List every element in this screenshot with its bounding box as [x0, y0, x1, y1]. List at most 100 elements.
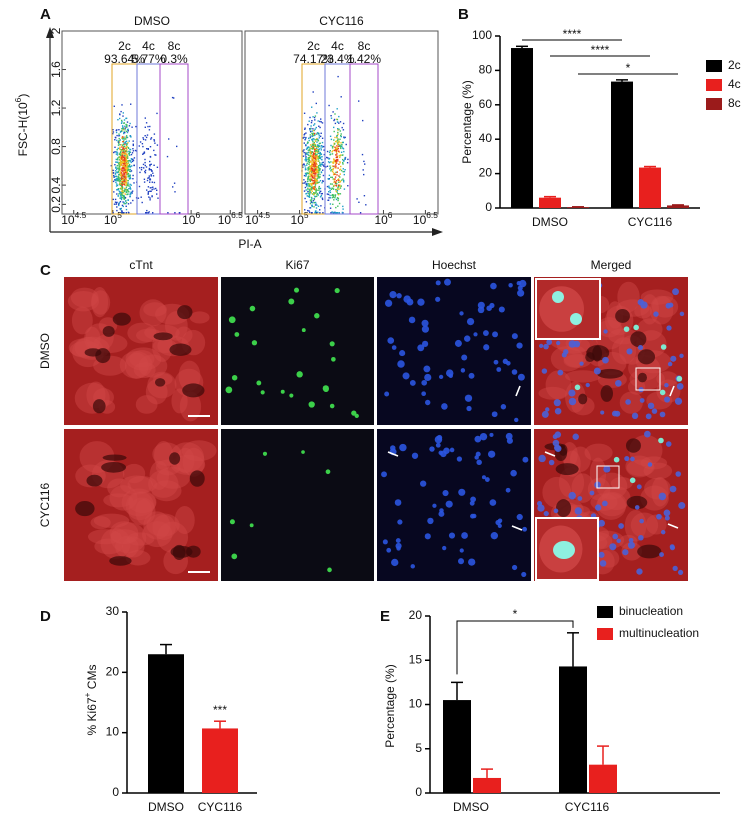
event-dot: [125, 123, 127, 126]
cell-texture: [176, 447, 195, 474]
panel-letter: A: [40, 6, 51, 23]
nucleus: [402, 372, 410, 380]
event-dot: [120, 164, 122, 166]
nucleus: [508, 283, 513, 288]
event-dot: [121, 182, 123, 184]
event-dot: [124, 197, 127, 199]
cell-texture: [124, 352, 149, 379]
nucleus: [612, 533, 619, 540]
cell-texture: [110, 522, 147, 554]
event-dot: [125, 141, 127, 143]
cell-texture: [171, 388, 188, 414]
y-axis-label: % Ki67+ CMs: [82, 665, 99, 736]
micrograph: [377, 429, 531, 581]
event-dot: [332, 178, 334, 180]
event-dot: [313, 133, 315, 136]
event-dot: [118, 166, 120, 168]
event-dot: [138, 185, 141, 188]
nucleus: [594, 481, 601, 489]
nucleus: [589, 490, 595, 496]
y-tick-label: 10: [106, 725, 120, 739]
event-dot: [311, 132, 313, 135]
cell-texture: [640, 294, 659, 325]
event-dot: [144, 172, 147, 174]
event-dot: [317, 157, 319, 159]
event-dot: [332, 165, 334, 168]
event-dot: [122, 146, 125, 148]
cell-texture: [127, 475, 158, 494]
event-dot: [150, 190, 152, 192]
event-dot: [308, 179, 311, 181]
event-dot: [125, 181, 127, 184]
nucleus: [397, 360, 405, 368]
event-dot: [123, 177, 125, 180]
event-dot: [342, 158, 344, 161]
event-dot: [303, 190, 306, 192]
arrow-marker: [544, 451, 556, 457]
event-dot: [315, 168, 317, 171]
event-dot: [152, 212, 154, 214]
event-dot: [321, 145, 323, 147]
event-dot: [319, 180, 322, 182]
event-dot: [305, 175, 307, 177]
event-dot: [309, 191, 312, 193]
event-dot: [339, 144, 341, 146]
cell-gap: [615, 309, 630, 323]
event-dot: [155, 187, 157, 190]
event-dot: [341, 141, 344, 144]
event-dot: [125, 156, 128, 158]
event-dot: [309, 150, 312, 153]
event-dot: [334, 176, 337, 178]
nucleus: [593, 367, 601, 375]
event-dot: [310, 169, 313, 171]
event-dot: [312, 132, 314, 134]
event-dot: [311, 197, 313, 200]
event-dot: [336, 189, 339, 192]
event-dot: [117, 170, 120, 173]
event-dot: [143, 167, 145, 169]
event-dot: [330, 176, 332, 178]
event-dot: [149, 178, 151, 180]
gate-name: 2c: [118, 39, 131, 53]
event-dot: [331, 165, 334, 167]
event-dot: [153, 149, 155, 152]
x-tick-label: DMSO: [532, 215, 568, 229]
event-dot: [307, 153, 309, 156]
event-dot: [119, 148, 121, 151]
nucleus: [616, 538, 621, 544]
event-dot: [126, 126, 128, 128]
event-dot: [122, 192, 125, 194]
event-dot: [124, 131, 126, 134]
gate-percent: 0.3%: [160, 52, 188, 66]
event-dot: [121, 153, 124, 155]
plot-title: CYC116: [319, 14, 364, 28]
event-dot: [329, 189, 331, 192]
nucleus: [396, 293, 402, 299]
inset-nucleus: [552, 291, 564, 303]
event-dot: [332, 187, 334, 189]
x-tick-label: 104.5: [245, 210, 270, 227]
event-dot: [313, 165, 315, 167]
event-dot: [126, 143, 128, 145]
event-dot: [126, 164, 128, 166]
event-dot: [124, 125, 126, 127]
event-dot: [310, 168, 313, 170]
event-dot: [131, 190, 134, 192]
event-dot: [308, 137, 310, 139]
event-dot: [337, 199, 339, 202]
event-dot: [315, 189, 317, 192]
nucleus: [444, 278, 451, 286]
panel-letter: C: [40, 262, 51, 279]
event-dot: [306, 164, 308, 166]
nucleus: [441, 403, 448, 410]
event-dot: [119, 165, 121, 167]
event-dot: [133, 157, 136, 159]
event-dot: [337, 185, 340, 188]
event-dot: [335, 180, 338, 182]
event-dot: [309, 191, 311, 193]
nucleus: [411, 452, 419, 459]
event-dot: [337, 160, 339, 162]
event-dot: [118, 167, 120, 170]
event-dot: [128, 150, 130, 153]
event-dot: [126, 125, 128, 127]
